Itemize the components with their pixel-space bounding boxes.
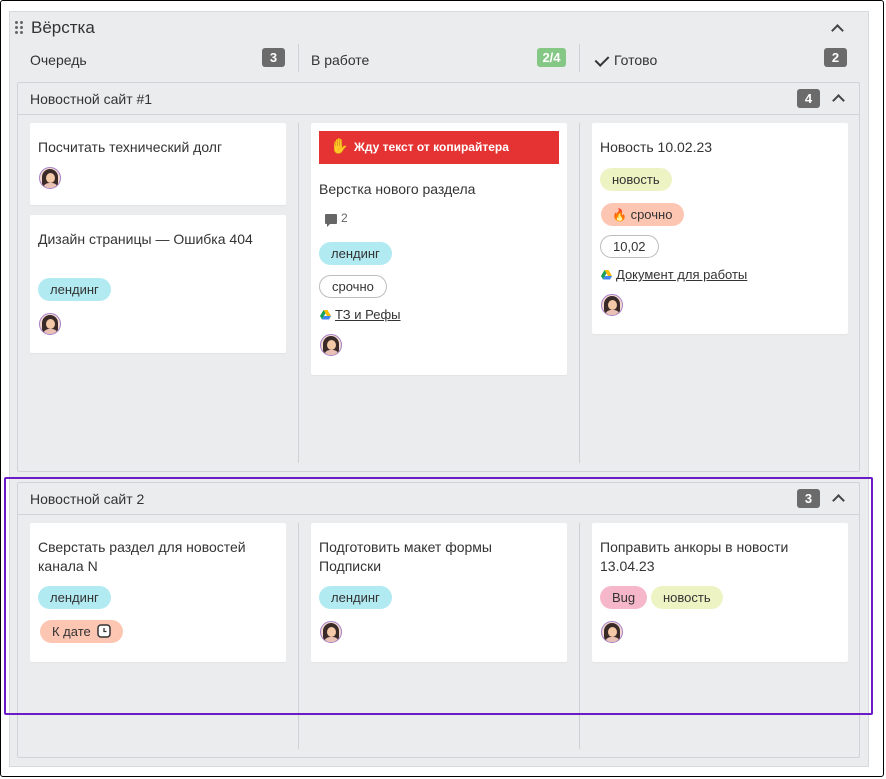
card-title: Сверстать раздел для новостей канала N bbox=[38, 539, 246, 574]
banner-text: Жду текст от копирайтера bbox=[354, 140, 509, 154]
card-title: Подготовить макет формы Подписки bbox=[319, 539, 492, 574]
task-card[interactable]: Подготовить макет формы Подписки лендинг bbox=[311, 523, 567, 662]
selection-highlight bbox=[4, 477, 873, 715]
column-divider bbox=[579, 44, 580, 72]
column-divider bbox=[579, 523, 580, 749]
swimlane-header[interactable]: Новостной сайт 2 3 bbox=[18, 483, 859, 515]
column-count-done: 2 bbox=[824, 48, 847, 67]
column-count-queue: 3 bbox=[262, 48, 285, 67]
tag-label: срочно bbox=[630, 207, 673, 222]
swimlane-count: 4 bbox=[797, 89, 820, 108]
check-icon bbox=[594, 52, 610, 67]
task-card[interactable]: Поправить анкоры в новости 13.04.23 Bug … bbox=[592, 523, 848, 662]
column-divider bbox=[298, 123, 299, 463]
collapse-lane-chevron-icon[interactable] bbox=[832, 94, 845, 107]
column-header-progress: В работе bbox=[311, 52, 370, 68]
attachment-link[interactable]: ТЗ и Рефы bbox=[335, 307, 401, 322]
column-divider bbox=[298, 44, 299, 72]
column-count-progress: 2/4 bbox=[537, 48, 566, 67]
tag-label[interactable]: срочно bbox=[319, 275, 387, 298]
attachment-link[interactable]: Документ для работы bbox=[616, 267, 748, 282]
blocked-banner: ✋ Жду текст от копирайтера bbox=[319, 131, 559, 164]
tag-label[interactable]: лендинг bbox=[38, 586, 111, 609]
tag-label[interactable]: новость bbox=[600, 168, 672, 191]
assignee-avatar[interactable] bbox=[601, 294, 623, 316]
swimlane-header[interactable]: Новостной сайт #1 4 bbox=[18, 83, 859, 115]
swimlane-title: Новостной сайт #1 bbox=[30, 91, 153, 107]
comment-icon bbox=[325, 214, 337, 227]
task-card[interactable]: Сверстать раздел для новостей канала N л… bbox=[30, 523, 286, 662]
assignee-avatar[interactable] bbox=[39, 167, 61, 189]
assignee-avatar[interactable] bbox=[39, 313, 61, 335]
tag-due-date[interactable]: К дате bbox=[40, 620, 124, 643]
collapse-board-chevron-icon[interactable] bbox=[831, 24, 844, 37]
tag-urgent[interactable]: 🔥 срочно bbox=[601, 203, 685, 226]
kanban-board: Вёрстка Очередь 3 В работе 2/4 Готово 2 … bbox=[9, 11, 869, 767]
column-header-done: Готово bbox=[614, 52, 658, 68]
fire-icon: 🔥 bbox=[612, 208, 627, 222]
task-card[interactable]: ✋ Жду текст от копирайтера Верстка новог… bbox=[311, 123, 567, 375]
tag-label[interactable]: новость bbox=[651, 586, 723, 609]
card-title: Поправить анкоры в новости 13.04.23 bbox=[600, 539, 789, 574]
column-divider bbox=[298, 523, 299, 749]
swimlane: Новостной сайт #1 4 Посчитать технически… bbox=[17, 82, 860, 472]
clock-icon bbox=[97, 624, 112, 638]
card-title: Дизайн страницы — Ошибка 404 bbox=[38, 231, 253, 247]
swimlane: Новостной сайт 2 3 Сверстать раздел для … bbox=[17, 482, 860, 758]
assignee-avatar[interactable] bbox=[601, 621, 623, 643]
comment-count: 2 bbox=[341, 211, 348, 225]
tag-label: К дате bbox=[52, 624, 91, 639]
swimlane-count: 3 bbox=[797, 489, 820, 508]
google-drive-icon bbox=[320, 310, 331, 320]
tag-label[interactable]: лендинг bbox=[319, 586, 392, 609]
card-title: Посчитать технический долг bbox=[38, 139, 223, 155]
assignee-avatar[interactable] bbox=[320, 334, 342, 356]
tag-label[interactable]: лендинг bbox=[38, 278, 111, 301]
task-card[interactable]: Новость 10.02.23 новость 🔥 срочно 10,02 … bbox=[592, 123, 848, 334]
swimlane-title: Новостной сайт 2 bbox=[30, 491, 145, 507]
drag-handle-icon[interactable] bbox=[15, 21, 24, 35]
assignee-avatar[interactable] bbox=[320, 621, 342, 643]
tag-label[interactable]: лендинг bbox=[319, 242, 392, 265]
google-drive-icon bbox=[601, 270, 612, 280]
card-title: Новость 10.02.23 bbox=[600, 139, 713, 155]
board-title: Вёрстка bbox=[31, 18, 95, 37]
tag-label[interactable]: 10,02 bbox=[600, 235, 659, 258]
column-header-queue: Очередь bbox=[30, 52, 87, 68]
column-divider bbox=[579, 123, 580, 463]
hand-stop-icon: ✋ bbox=[330, 138, 349, 155]
task-card[interactable]: Дизайн страницы — Ошибка 404 лендинг bbox=[30, 215, 286, 353]
card-title: Верстка нового раздела bbox=[319, 181, 476, 197]
task-card[interactable]: Посчитать технический долг bbox=[30, 123, 286, 205]
tag-label[interactable]: Bug bbox=[600, 586, 648, 609]
